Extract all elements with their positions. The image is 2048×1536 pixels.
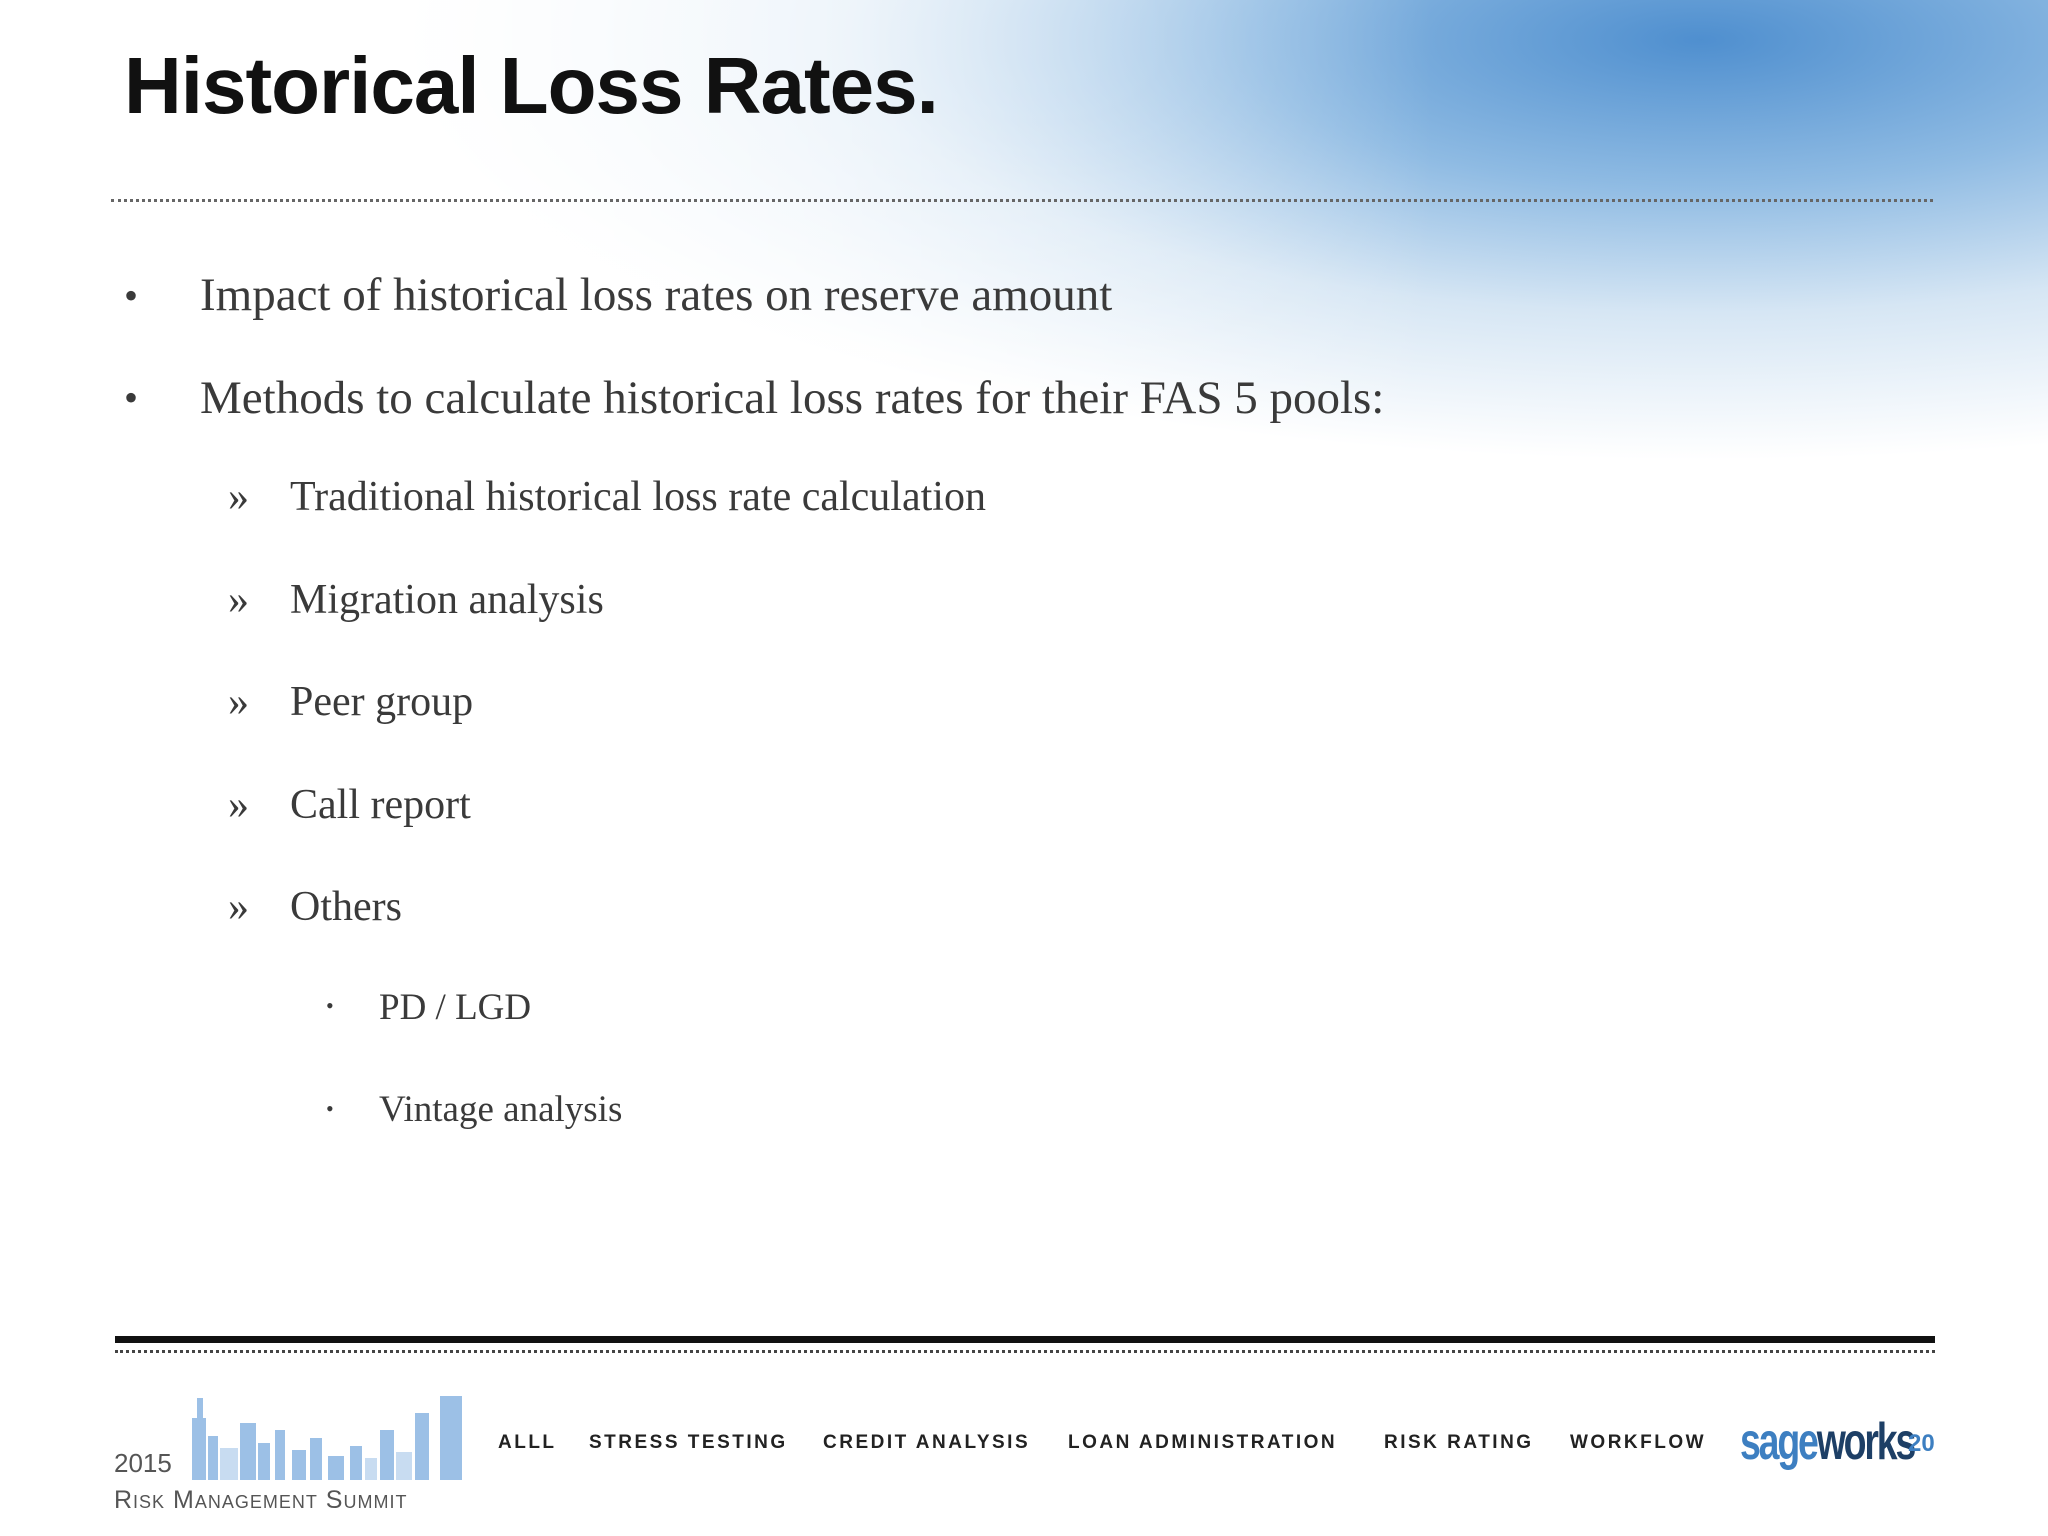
logo: sageworks	[1740, 1412, 1917, 1472]
footer-dots	[115, 1350, 1935, 1353]
bullet-text: Methods to calculate historical loss rat…	[200, 371, 1385, 424]
bullet-marker: »	[228, 679, 249, 725]
slide-title: Historical Loss Rates.	[124, 41, 939, 130]
nav-item: RISK RATING	[1384, 1432, 1534, 1453]
summit-name: Risk Management Summit	[114, 1486, 408, 1514]
nav-item: LOAN ADMINISTRATION	[1068, 1432, 1338, 1453]
bullet-marker: »	[228, 576, 249, 623]
page-number: 20	[1908, 1430, 1935, 1457]
bullet-marker: »	[228, 474, 249, 520]
divider	[111, 199, 1933, 202]
bullet-text: Traditional historical loss rate calcula…	[290, 474, 986, 520]
bullet-text: Peer group	[290, 679, 474, 725]
bullet-marker: •	[326, 1095, 334, 1121]
bullet-text: Migration analysis	[290, 576, 604, 623]
nav-item: WORKFLOW	[1570, 1432, 1707, 1453]
bullet-marker: »	[228, 884, 249, 930]
bullet-text: Impact of historical loss rates on reser…	[200, 269, 1113, 321]
footer-rule	[115, 1336, 1935, 1343]
bullet-text: Vintage analysis	[379, 1089, 623, 1130]
bullet-marker: •	[124, 375, 139, 420]
logo-left: sage	[1740, 1413, 1819, 1471]
bullet-text: Call report	[290, 781, 471, 828]
bullet-marker: •	[326, 993, 334, 1018]
header-fade	[0, 0, 2048, 520]
bullet-text: PD / LGD	[379, 986, 532, 1028]
summit-year: 2015	[114, 1448, 172, 1478]
skyline	[192, 1396, 462, 1480]
bullet-marker: »	[228, 781, 249, 828]
nav-item: ALLL	[498, 1432, 557, 1453]
bullet-marker: •	[124, 272, 139, 318]
logo-right: works	[1816, 1413, 1917, 1471]
nav-item: CREDIT ANALYSIS	[823, 1432, 1031, 1453]
bullet-text: Others	[290, 884, 402, 930]
nav-item: STRESS TESTING	[589, 1432, 788, 1453]
